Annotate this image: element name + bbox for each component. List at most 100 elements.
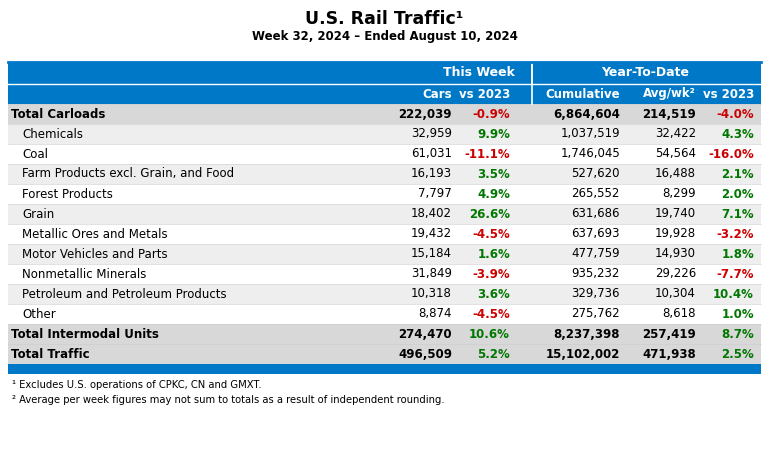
Bar bbox=[8, 244, 761, 264]
Text: 61,031: 61,031 bbox=[411, 148, 452, 160]
Bar bbox=[8, 164, 761, 184]
Text: 18,402: 18,402 bbox=[411, 207, 452, 220]
Text: 10.4%: 10.4% bbox=[713, 288, 754, 300]
Text: 257,419: 257,419 bbox=[642, 328, 696, 340]
Bar bbox=[8, 144, 761, 164]
Bar bbox=[8, 204, 761, 224]
Text: 1,746,045: 1,746,045 bbox=[561, 148, 620, 160]
Bar bbox=[8, 364, 761, 374]
Text: Coal: Coal bbox=[22, 148, 48, 160]
Bar bbox=[8, 104, 761, 124]
Text: 7.1%: 7.1% bbox=[721, 207, 754, 220]
Text: Nonmetallic Minerals: Nonmetallic Minerals bbox=[22, 267, 146, 281]
Text: 54,564: 54,564 bbox=[655, 148, 696, 160]
Text: 19,928: 19,928 bbox=[655, 227, 696, 241]
Bar bbox=[8, 344, 761, 364]
Text: Week 32, 2024 – Ended August 10, 2024: Week 32, 2024 – Ended August 10, 2024 bbox=[251, 30, 518, 43]
Text: -11.1%: -11.1% bbox=[464, 148, 510, 160]
Text: Other: Other bbox=[22, 307, 55, 321]
Text: Forest Products: Forest Products bbox=[22, 188, 113, 201]
Text: 19,432: 19,432 bbox=[411, 227, 452, 241]
Text: Total Carloads: Total Carloads bbox=[11, 108, 105, 120]
Text: 275,762: 275,762 bbox=[571, 307, 620, 321]
Text: -4.5%: -4.5% bbox=[472, 227, 510, 241]
Text: 6,864,604: 6,864,604 bbox=[553, 108, 620, 120]
Text: 631,686: 631,686 bbox=[571, 207, 620, 220]
Text: -4.0%: -4.0% bbox=[717, 108, 754, 120]
Text: 265,552: 265,552 bbox=[571, 188, 620, 201]
Text: 9.9%: 9.9% bbox=[477, 127, 510, 141]
Text: 4.9%: 4.9% bbox=[477, 188, 510, 201]
Text: 222,039: 222,039 bbox=[398, 108, 452, 120]
Text: vs 2023: vs 2023 bbox=[459, 87, 510, 101]
Text: ¹ Excludes U.S. operations of CPKC, CN and GMXT.: ¹ Excludes U.S. operations of CPKC, CN a… bbox=[12, 380, 261, 390]
Text: 274,470: 274,470 bbox=[398, 328, 452, 340]
Text: vs 2023: vs 2023 bbox=[703, 87, 754, 101]
Text: 477,759: 477,759 bbox=[571, 248, 620, 260]
Text: 496,509: 496,509 bbox=[398, 347, 452, 360]
Text: -7.7%: -7.7% bbox=[717, 267, 754, 281]
Text: 1.6%: 1.6% bbox=[478, 248, 510, 260]
Text: -3.2%: -3.2% bbox=[717, 227, 754, 241]
Text: This Week: This Week bbox=[443, 66, 515, 79]
Text: 16,488: 16,488 bbox=[655, 167, 696, 180]
Text: 471,938: 471,938 bbox=[642, 347, 696, 360]
Text: 10,318: 10,318 bbox=[411, 288, 452, 300]
Text: 935,232: 935,232 bbox=[571, 267, 620, 281]
Text: Avg/wk²: Avg/wk² bbox=[643, 87, 696, 101]
Bar bbox=[8, 324, 761, 344]
Bar bbox=[8, 304, 761, 324]
Text: Petroleum and Petroleum Products: Petroleum and Petroleum Products bbox=[22, 288, 227, 300]
Text: Total Intermodal Units: Total Intermodal Units bbox=[11, 328, 159, 340]
Text: 1.0%: 1.0% bbox=[721, 307, 754, 321]
Text: 5.2%: 5.2% bbox=[478, 347, 510, 360]
Text: 3.5%: 3.5% bbox=[478, 167, 510, 180]
Text: 16,193: 16,193 bbox=[411, 167, 452, 180]
Bar bbox=[8, 224, 761, 244]
Text: Metallic Ores and Metals: Metallic Ores and Metals bbox=[22, 227, 168, 241]
Text: 1.8%: 1.8% bbox=[721, 248, 754, 260]
Text: Chemicals: Chemicals bbox=[22, 127, 83, 141]
Text: 8.7%: 8.7% bbox=[721, 328, 754, 340]
Text: 3.6%: 3.6% bbox=[478, 288, 510, 300]
Bar bbox=[8, 184, 761, 204]
Text: 19,740: 19,740 bbox=[655, 207, 696, 220]
Text: Motor Vehicles and Parts: Motor Vehicles and Parts bbox=[22, 248, 168, 260]
Text: 214,519: 214,519 bbox=[642, 108, 696, 120]
Text: 15,184: 15,184 bbox=[411, 248, 452, 260]
Text: 31,849: 31,849 bbox=[411, 267, 452, 281]
Text: 2.1%: 2.1% bbox=[721, 167, 754, 180]
Text: 7,797: 7,797 bbox=[418, 188, 452, 201]
Text: 32,422: 32,422 bbox=[655, 127, 696, 141]
Text: Year-To-Date: Year-To-Date bbox=[601, 66, 689, 79]
Bar bbox=[8, 264, 761, 284]
Bar bbox=[8, 84, 761, 104]
Text: 10.6%: 10.6% bbox=[469, 328, 510, 340]
Text: 8,874: 8,874 bbox=[418, 307, 452, 321]
Text: 4.3%: 4.3% bbox=[721, 127, 754, 141]
Text: 10,304: 10,304 bbox=[655, 288, 696, 300]
Text: -0.9%: -0.9% bbox=[472, 108, 510, 120]
Bar bbox=[8, 62, 761, 84]
Text: Farm Products excl. Grain, and Food: Farm Products excl. Grain, and Food bbox=[22, 167, 234, 180]
Bar bbox=[8, 124, 761, 144]
Text: Cars: Cars bbox=[422, 87, 452, 101]
Text: 1,037,519: 1,037,519 bbox=[561, 127, 620, 141]
Text: 8,299: 8,299 bbox=[662, 188, 696, 201]
Text: Cumulative: Cumulative bbox=[545, 87, 620, 101]
Text: ² Average per week figures may not sum to totals as a result of independent roun: ² Average per week figures may not sum t… bbox=[12, 395, 444, 405]
Text: 32,959: 32,959 bbox=[411, 127, 452, 141]
Text: -3.9%: -3.9% bbox=[472, 267, 510, 281]
Text: 2.5%: 2.5% bbox=[721, 347, 754, 360]
Text: 637,693: 637,693 bbox=[571, 227, 620, 241]
Text: 26.6%: 26.6% bbox=[469, 207, 510, 220]
Text: 329,736: 329,736 bbox=[571, 288, 620, 300]
Text: 527,620: 527,620 bbox=[571, 167, 620, 180]
Text: 14,930: 14,930 bbox=[655, 248, 696, 260]
Text: U.S. Rail Traffic¹: U.S. Rail Traffic¹ bbox=[305, 10, 464, 28]
Text: -4.5%: -4.5% bbox=[472, 307, 510, 321]
Text: Grain: Grain bbox=[22, 207, 55, 220]
Text: 29,226: 29,226 bbox=[654, 267, 696, 281]
Text: -16.0%: -16.0% bbox=[708, 148, 754, 160]
Text: 8,237,398: 8,237,398 bbox=[554, 328, 620, 340]
